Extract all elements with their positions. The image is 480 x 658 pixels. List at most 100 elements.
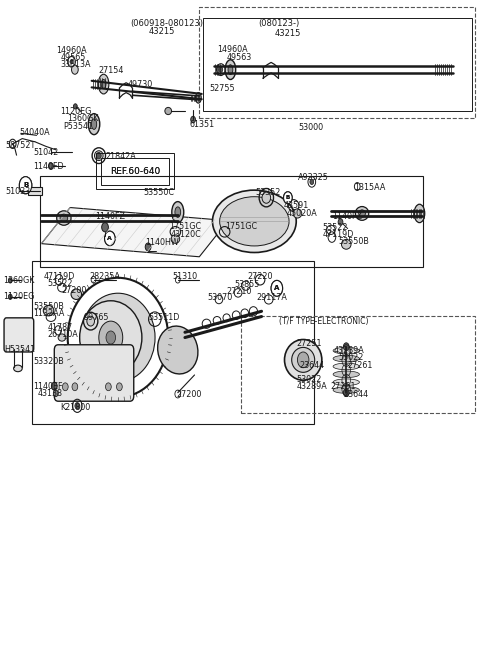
Bar xyxy=(32,261,314,424)
Circle shape xyxy=(62,383,68,391)
Text: 27200: 27200 xyxy=(177,390,202,399)
Ellipse shape xyxy=(333,363,360,370)
Text: 27200: 27200 xyxy=(61,286,87,295)
Text: 33813A: 33813A xyxy=(60,60,91,69)
Ellipse shape xyxy=(195,93,201,103)
Circle shape xyxy=(19,176,32,193)
Text: 53320B: 53320B xyxy=(33,357,64,366)
FancyBboxPatch shape xyxy=(54,345,134,401)
Ellipse shape xyxy=(228,64,233,74)
Circle shape xyxy=(271,280,283,296)
Circle shape xyxy=(284,191,292,203)
Ellipse shape xyxy=(43,305,54,316)
Circle shape xyxy=(117,383,122,391)
Text: REF.60-640: REF.60-640 xyxy=(110,167,160,176)
Text: 54040A: 54040A xyxy=(20,128,50,136)
Ellipse shape xyxy=(293,209,302,218)
Text: 53855: 53855 xyxy=(234,280,260,289)
Text: 53522: 53522 xyxy=(48,279,73,288)
Ellipse shape xyxy=(71,289,82,299)
Ellipse shape xyxy=(333,347,360,354)
Circle shape xyxy=(8,278,12,283)
Ellipse shape xyxy=(157,326,198,374)
Text: P53541: P53541 xyxy=(63,122,93,130)
Ellipse shape xyxy=(333,379,360,386)
Text: 1140HW: 1140HW xyxy=(145,238,179,247)
Ellipse shape xyxy=(285,340,322,380)
Ellipse shape xyxy=(58,334,66,341)
Ellipse shape xyxy=(87,316,95,326)
Text: B: B xyxy=(286,195,290,200)
Ellipse shape xyxy=(225,60,236,80)
Circle shape xyxy=(219,67,223,72)
Text: 53550B: 53550B xyxy=(338,237,369,246)
Text: 1140EF: 1140EF xyxy=(33,382,63,391)
Text: 49563: 49563 xyxy=(227,53,252,62)
Text: A: A xyxy=(274,286,279,291)
Text: 29117A: 29117A xyxy=(257,293,288,302)
Text: 53511D: 53511D xyxy=(148,313,180,322)
Bar xyxy=(241,316,475,413)
Circle shape xyxy=(310,179,314,184)
Circle shape xyxy=(51,382,57,390)
Ellipse shape xyxy=(88,114,100,135)
Text: 53550C: 53550C xyxy=(144,188,174,197)
Circle shape xyxy=(191,116,195,123)
Circle shape xyxy=(145,243,151,251)
Text: 43138: 43138 xyxy=(38,389,63,398)
Ellipse shape xyxy=(414,204,425,222)
Text: A: A xyxy=(274,286,279,291)
Text: 1360GK: 1360GK xyxy=(67,114,98,123)
Circle shape xyxy=(19,176,32,193)
Text: K21800: K21800 xyxy=(60,403,91,412)
Text: 1140FZ: 1140FZ xyxy=(332,213,362,221)
Circle shape xyxy=(298,352,309,368)
Text: 27210: 27210 xyxy=(227,287,252,296)
FancyBboxPatch shape xyxy=(4,318,34,352)
Text: 49565: 49565 xyxy=(60,53,86,63)
Bar xyxy=(40,176,423,266)
Text: 27261: 27261 xyxy=(348,361,373,370)
Text: 21842A: 21842A xyxy=(105,152,136,161)
Circle shape xyxy=(284,191,292,203)
Text: 41787: 41787 xyxy=(48,323,73,332)
Text: 43215: 43215 xyxy=(275,29,301,38)
Text: 53352: 53352 xyxy=(255,188,281,197)
Text: 53550B: 53550B xyxy=(33,302,64,311)
Bar xyxy=(28,187,42,195)
Bar xyxy=(203,18,472,111)
Circle shape xyxy=(53,390,58,397)
Text: 1132AA: 1132AA xyxy=(33,309,65,318)
Text: 23644: 23644 xyxy=(300,361,325,370)
Text: 1360GK: 1360GK xyxy=(3,276,35,285)
Text: 27251: 27251 xyxy=(297,339,322,348)
Text: 49730: 49730 xyxy=(128,80,153,89)
Text: A: A xyxy=(108,236,112,241)
Text: H53541: H53541 xyxy=(4,345,36,354)
Circle shape xyxy=(106,383,111,391)
Bar xyxy=(199,7,475,118)
Ellipse shape xyxy=(262,192,271,203)
Text: 23644: 23644 xyxy=(343,390,368,399)
Circle shape xyxy=(70,60,73,64)
Text: 47119D: 47119D xyxy=(323,230,354,239)
Ellipse shape xyxy=(91,119,96,130)
Circle shape xyxy=(105,231,115,245)
Text: 51042: 51042 xyxy=(33,148,59,157)
Ellipse shape xyxy=(98,74,109,94)
Text: (080123-): (080123-) xyxy=(258,19,300,28)
Text: 14960A: 14960A xyxy=(56,46,86,55)
Text: A93325: A93325 xyxy=(299,173,329,182)
Text: 47119D: 47119D xyxy=(44,272,75,281)
Text: B: B xyxy=(23,182,28,188)
Circle shape xyxy=(271,280,283,296)
Circle shape xyxy=(99,321,123,354)
Text: 53522: 53522 xyxy=(323,222,348,232)
Text: 1140FD: 1140FD xyxy=(33,163,64,171)
Text: 28235A: 28235A xyxy=(89,272,120,281)
Circle shape xyxy=(73,104,77,109)
Circle shape xyxy=(102,222,108,232)
Text: 1140FZ: 1140FZ xyxy=(96,213,125,221)
Text: 43591: 43591 xyxy=(284,201,309,210)
Ellipse shape xyxy=(60,214,68,222)
